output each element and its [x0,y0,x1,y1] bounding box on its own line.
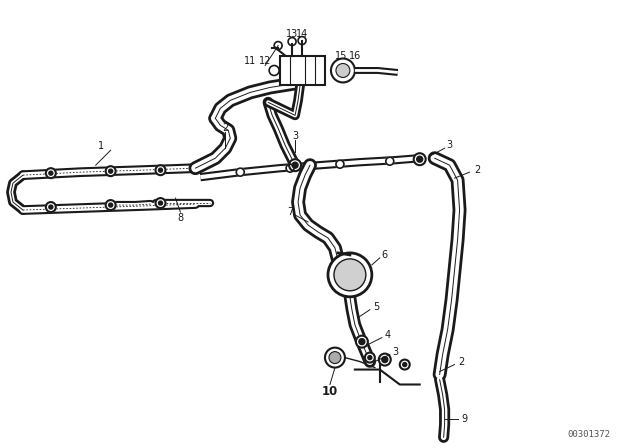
Circle shape [46,168,56,178]
Circle shape [156,198,166,208]
Text: 16: 16 [349,51,361,60]
Text: 00301372: 00301372 [568,430,611,439]
Circle shape [365,353,375,362]
Circle shape [328,253,372,297]
Circle shape [288,38,296,46]
Circle shape [109,169,113,173]
Text: 9: 9 [461,414,468,424]
Circle shape [159,168,163,172]
Text: 14: 14 [296,29,308,39]
Circle shape [356,336,368,348]
Text: 2: 2 [458,357,465,366]
Circle shape [417,156,422,162]
Circle shape [49,205,53,209]
Circle shape [331,59,355,82]
Text: 12: 12 [259,56,271,65]
Text: 3: 3 [292,131,298,141]
Circle shape [413,153,426,165]
Circle shape [368,356,372,360]
Circle shape [298,37,306,44]
Circle shape [329,352,341,364]
Text: 2: 2 [474,165,481,175]
Circle shape [403,362,407,366]
Circle shape [400,360,410,370]
Circle shape [236,168,244,176]
Circle shape [49,171,53,175]
Circle shape [359,339,365,345]
Circle shape [336,64,350,78]
Circle shape [159,201,163,205]
Text: 10: 10 [322,385,338,398]
Text: 15: 15 [335,51,347,60]
Circle shape [292,162,298,168]
Text: 3: 3 [393,347,399,357]
Circle shape [286,164,294,172]
Text: 5: 5 [372,302,379,312]
Circle shape [386,157,394,165]
Circle shape [289,159,301,171]
Text: 3: 3 [447,140,452,150]
Circle shape [334,259,366,291]
Circle shape [156,165,166,175]
Circle shape [336,160,344,168]
Text: 6: 6 [381,250,388,260]
Text: 2: 2 [222,123,228,134]
Text: 11: 11 [244,56,257,65]
Circle shape [106,166,116,176]
Text: 1: 1 [98,141,104,151]
Text: 13: 13 [286,29,298,39]
FancyBboxPatch shape [280,56,325,86]
Circle shape [379,353,391,366]
Text: 8: 8 [177,213,184,223]
Circle shape [274,42,282,50]
Text: 4: 4 [385,330,391,340]
Circle shape [46,202,56,212]
Circle shape [106,200,116,210]
Circle shape [325,348,345,367]
Text: 7: 7 [287,207,293,217]
Circle shape [382,357,388,362]
Circle shape [109,203,113,207]
Circle shape [269,65,279,75]
